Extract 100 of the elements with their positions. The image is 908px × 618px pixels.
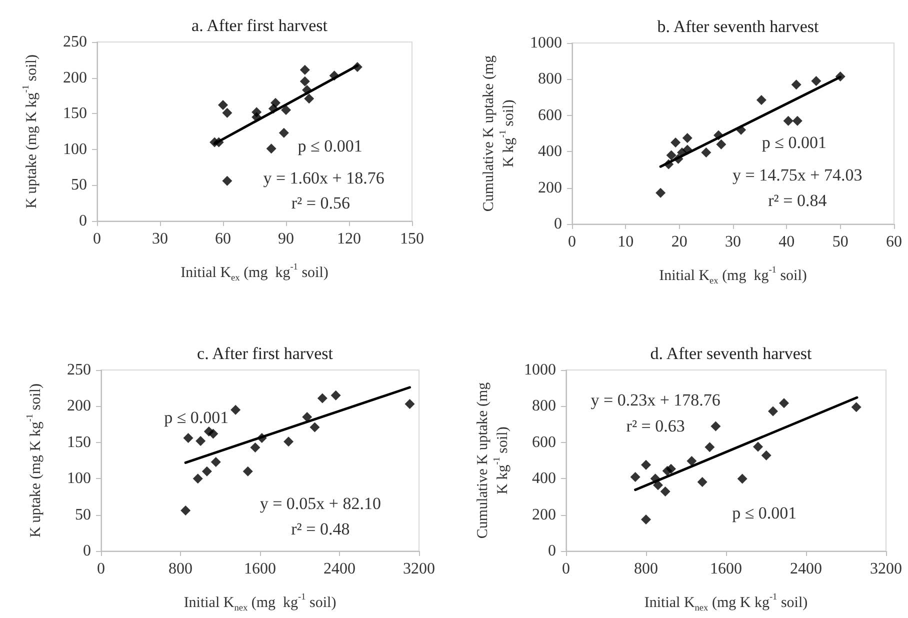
point	[630, 472, 640, 482]
annotation: r² = 0.48	[291, 520, 350, 539]
y-tick-label: 50	[75, 506, 91, 524]
x-tick-label: 90	[278, 230, 294, 248]
y-tick-label: 250	[67, 362, 91, 378]
point	[300, 76, 310, 86]
x-tick-label: 2400	[790, 560, 822, 578]
x-tick-label: 30	[152, 230, 168, 248]
point	[270, 98, 280, 108]
point	[214, 137, 224, 148]
annotation: r² = 0.84	[768, 190, 828, 210]
y-tick-label: 800	[532, 398, 556, 415]
y-tick-label: 100	[67, 470, 91, 488]
point	[697, 477, 708, 488]
annotation: y = 0.05x + 82.10	[260, 494, 382, 514]
point	[710, 421, 721, 432]
y-tick-label: 400	[538, 143, 562, 160]
point	[756, 95, 766, 106]
point	[192, 474, 203, 484]
x-tick-label: 40	[778, 234, 795, 250]
y-tick-label: 0	[79, 212, 87, 230]
point	[768, 406, 778, 416]
point	[330, 390, 341, 400]
point	[666, 150, 676, 160]
y-tick-label: 200	[63, 69, 87, 86]
point	[682, 133, 692, 144]
annotation: y = 1.60x + 18.76	[263, 168, 384, 188]
point	[704, 442, 715, 452]
point	[656, 188, 666, 198]
x-tick-label: 20	[671, 234, 688, 250]
point	[761, 450, 772, 460]
point	[641, 514, 651, 525]
point	[670, 138, 681, 148]
y-tick-label: 200	[538, 179, 562, 196]
x-tick-label: 30	[725, 234, 741, 250]
chart-title: b. After seventh harvest	[657, 17, 819, 36]
y-axis-title: K uptake (mg K kg-1 soil)	[22, 54, 40, 208]
point	[753, 442, 763, 452]
x-tick-label: 0	[568, 234, 576, 250]
point	[230, 404, 241, 415]
point	[682, 144, 692, 155]
point	[736, 124, 746, 135]
annotation: p ≤ 0.001	[762, 133, 826, 152]
point	[302, 84, 312, 95]
point	[779, 398, 789, 408]
point	[835, 71, 846, 82]
point	[304, 94, 314, 104]
point	[664, 159, 674, 170]
y-tick-label: 200	[532, 506, 556, 524]
annotation: y = 0.23x + 178.76	[590, 390, 720, 410]
point	[250, 442, 260, 452]
point	[183, 433, 194, 444]
y-tick-label: 50	[71, 176, 87, 194]
y-tick-label: 600	[538, 106, 562, 124]
point	[202, 466, 212, 476]
point	[352, 62, 362, 72]
point	[404, 399, 415, 410]
y-tick-label: 600	[532, 434, 556, 451]
x-tick-label: 800	[168, 560, 192, 578]
point	[302, 412, 312, 422]
point	[791, 80, 802, 90]
x-tick-label: 3200	[403, 560, 435, 578]
annotation: p ≤ 0.001	[164, 408, 229, 428]
point	[284, 436, 294, 447]
x-tick-label: 50	[832, 234, 848, 250]
x-tick-label: 60	[215, 230, 231, 248]
x-tick-label: 3200	[870, 560, 902, 578]
point	[686, 456, 697, 466]
point	[317, 393, 328, 404]
y-tick-label: 1000	[530, 34, 562, 52]
point	[300, 64, 310, 75]
y-tick-label: 1000	[524, 362, 556, 378]
point	[716, 139, 726, 150]
point	[281, 105, 291, 116]
x-tick-label: 60	[886, 234, 902, 250]
point	[650, 474, 660, 484]
point	[714, 130, 724, 140]
point	[242, 466, 253, 476]
x-tick-label: 1600	[244, 560, 276, 578]
x-tick-label: 1600	[710, 560, 742, 578]
annotation: y = 14.75x + 74.03	[732, 166, 862, 185]
point	[222, 176, 232, 186]
point	[218, 100, 228, 110]
point	[310, 422, 320, 432]
y-tick-label: 200	[67, 398, 91, 415]
annotation: p ≤ 0.001	[298, 136, 362, 156]
point	[641, 460, 651, 470]
point	[196, 436, 206, 446]
point	[329, 70, 340, 81]
point	[737, 474, 748, 484]
point	[278, 128, 289, 138]
y-tick-label: 800	[538, 70, 562, 88]
point	[210, 456, 221, 467]
point	[222, 108, 232, 118]
annotation: r² = 0.56	[291, 194, 350, 213]
x-tick-label: 800	[634, 560, 658, 578]
point	[180, 505, 191, 516]
point	[666, 464, 676, 474]
y-tick-label: 0	[554, 216, 562, 232]
point	[256, 433, 267, 444]
